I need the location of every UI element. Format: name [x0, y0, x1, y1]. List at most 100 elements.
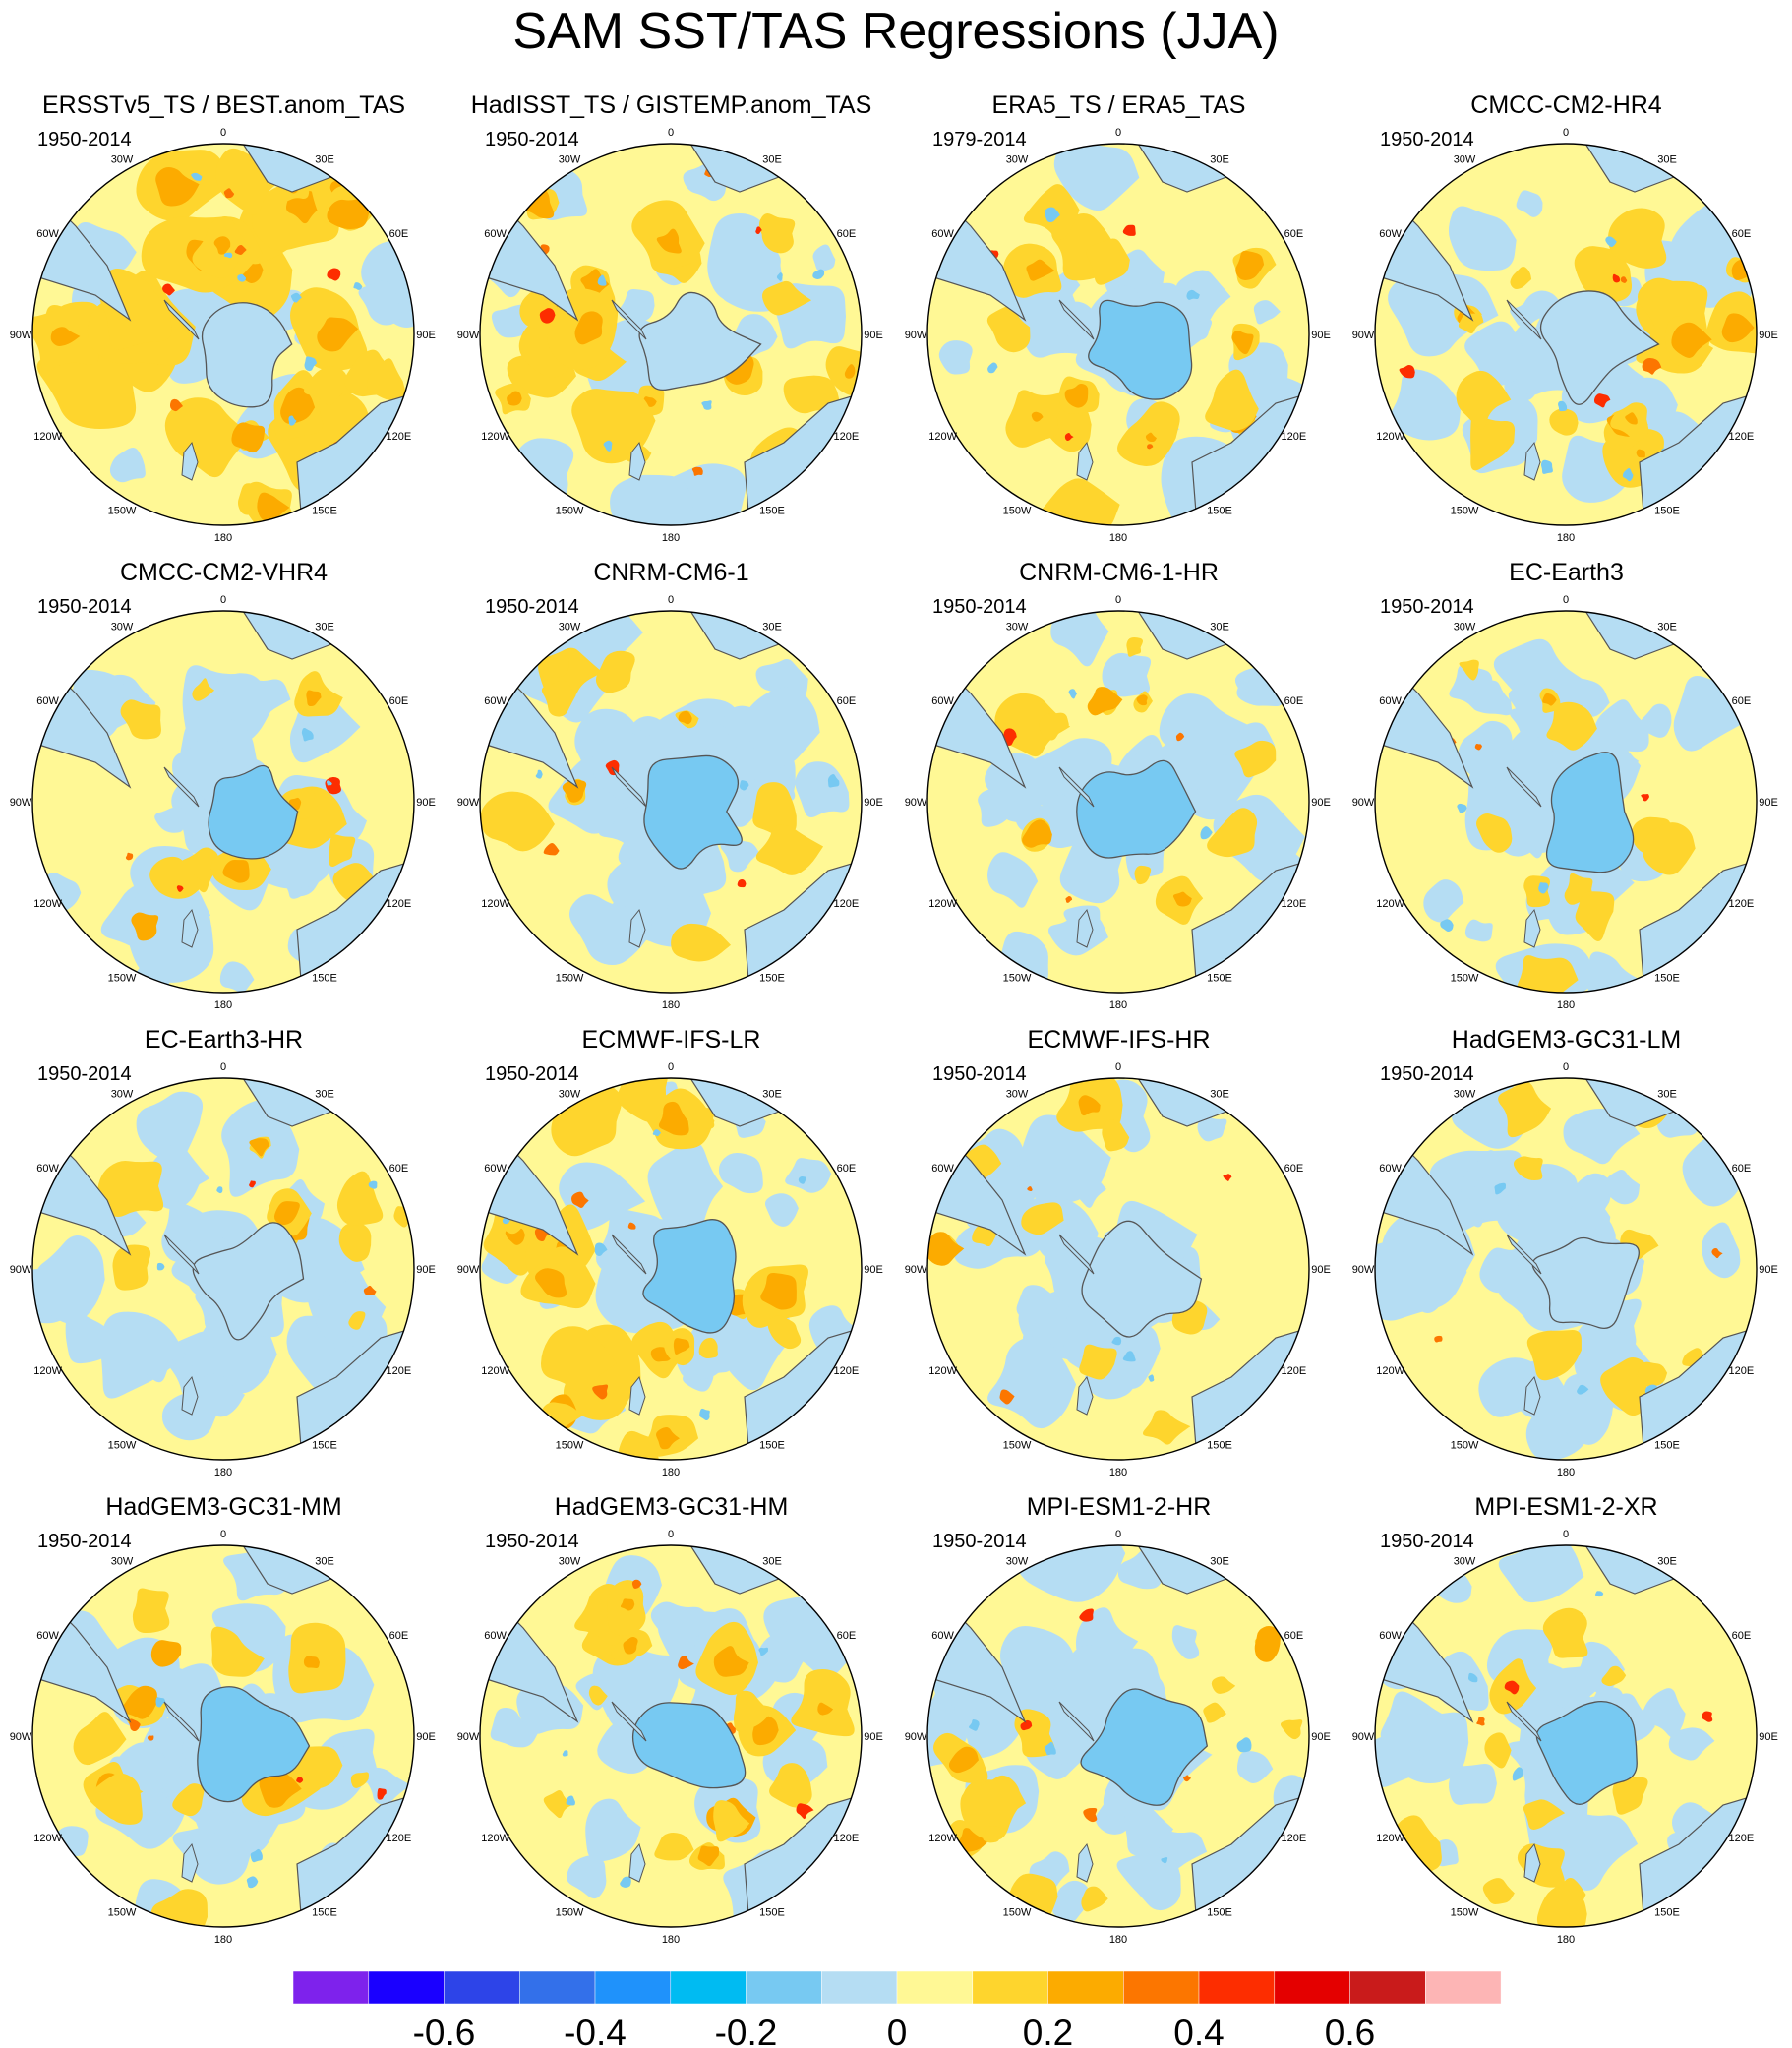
longitude-label: 150E — [1654, 505, 1680, 516]
longitude-label: 150W — [556, 505, 584, 516]
longitude-label: 30E — [1657, 154, 1677, 166]
longitude-label: 180 — [662, 1467, 680, 1478]
longitude-label: 30E — [1210, 1556, 1229, 1568]
longitude-label: 0 — [1563, 127, 1569, 139]
longitude-label: 30E — [315, 622, 334, 633]
longitude-label: 30W — [1454, 1089, 1476, 1101]
longitude-label: 150E — [312, 1439, 337, 1451]
longitude-label: 60E — [389, 1163, 409, 1175]
longitude-label: 90E — [1311, 1264, 1331, 1276]
longitude-label: 150E — [1207, 505, 1232, 516]
panel-period: 1950-2014 — [37, 596, 132, 618]
panel-title: MPI-ESM1-2-HR — [1026, 1493, 1212, 1521]
longitude-label: 90W — [457, 1731, 480, 1743]
map-field — [480, 144, 862, 525]
polar-map: 0 30E 60E 90E 120E 150E 180 150W 120W 90W 60W 30W — [10, 127, 436, 544]
longitude-label: 120W — [481, 431, 509, 443]
longitude-label: 60W — [484, 695, 507, 707]
longitude-label: 120E — [1282, 1833, 1307, 1844]
longitude-label: 60W — [1379, 695, 1402, 707]
polar-map: 0 30E 60E 90E 120E 150E 180 150W 120W 90W 60W 30W — [905, 594, 1331, 1011]
panel-period: 1950-2014 — [485, 129, 579, 151]
longitude-label: 150E — [312, 505, 337, 516]
longitude-label: 90E — [864, 797, 883, 809]
panel-period: 1950-2014 — [932, 596, 1027, 618]
longitude-label: 30E — [762, 1556, 782, 1568]
panel-title: EC-Earth3 — [1509, 559, 1624, 586]
longitude-label: 90W — [905, 1264, 927, 1276]
longitude-label: 90E — [1759, 797, 1778, 809]
longitude-label: 120E — [1282, 898, 1307, 910]
longitude-label: 60W — [1379, 1630, 1402, 1642]
panel-title: HadGEM3-GC31-MM — [105, 1493, 342, 1521]
antarctica — [1545, 752, 1635, 873]
colorbar-swatch — [1349, 1970, 1426, 2005]
colorbar-tick-label: 0.6 — [1325, 2013, 1375, 2048]
antarctica — [631, 1702, 747, 1789]
longitude-label: 30W — [111, 622, 134, 633]
map-field — [480, 1078, 862, 1460]
longitude-label: 120E — [834, 1833, 860, 1844]
map-panel: 0 30E 60E 90E 120E 150E 180 150W 120W 90W 60W 30W MP… — [1343, 1488, 1790, 1956]
longitude-label: 90W — [10, 797, 32, 809]
longitude-label: 150W — [1003, 972, 1032, 984]
map-field — [1375, 144, 1757, 525]
longitude-label: 60E — [1284, 228, 1304, 240]
map-border — [479, 1077, 863, 1461]
longitude-label: 90E — [416, 1264, 436, 1276]
longitude-label: 60E — [1732, 1163, 1752, 1175]
longitude-label: 60E — [1284, 1630, 1304, 1642]
longitude-label: 120E — [834, 1365, 860, 1377]
longitude-label: 0 — [1563, 1529, 1569, 1540]
longitude-label: 120E — [387, 1833, 412, 1844]
longitude-label: 120E — [387, 898, 412, 910]
antarctica — [1531, 1236, 1640, 1330]
longitude-label: 180 — [1557, 1467, 1575, 1478]
colorbar-tick-label: 0.4 — [1173, 2013, 1224, 2048]
longitude-label: 90W — [457, 1264, 480, 1276]
polar-map: 0 30E 60E 90E 120E 150E 180 150W 120W 90W 60W 30W — [905, 1061, 1331, 1478]
longitude-label: 60E — [837, 1163, 857, 1175]
antarctica — [197, 1686, 311, 1803]
longitude-label: 60E — [389, 695, 409, 707]
longitude-label: 150W — [108, 1906, 137, 1918]
longitude-label: 180 — [1109, 1934, 1127, 1946]
antarctica — [642, 1219, 737, 1334]
longitude-label: 150E — [759, 972, 785, 984]
map-panel: 0 30E 60E 90E 120E 150E 180 150W 120W 90W 60W 30W CM… — [1343, 87, 1790, 554]
antarctica — [192, 1222, 305, 1341]
longitude-label: 150W — [556, 1439, 584, 1451]
panel-period: 1950-2014 — [1380, 1531, 1474, 1552]
longitude-label: 60W — [931, 1163, 954, 1175]
longitude-label: 150E — [312, 1906, 337, 1918]
longitude-label: 0 — [1115, 127, 1121, 139]
map-border — [479, 610, 863, 994]
longitude-label: 120W — [928, 1833, 957, 1844]
longitude-label: 0 — [668, 127, 674, 139]
longitude-label: 150E — [759, 505, 785, 516]
longitude-label: 30E — [315, 154, 334, 166]
panel-period: 1950-2014 — [1380, 1063, 1474, 1085]
panel-period: 1950-2014 — [932, 1531, 1027, 1552]
panel-period: 1950-2014 — [37, 129, 132, 151]
polar-map: 0 30E 60E 90E 120E 150E 180 150W 120W 90W 60W 30W — [1352, 594, 1778, 1011]
longitude-label: 120E — [834, 898, 860, 910]
longitude-label: 180 — [214, 1934, 232, 1946]
longitude-label: 0 — [1115, 1529, 1121, 1540]
longitude-label: 30W — [111, 154, 134, 166]
longitude-label: 0 — [668, 594, 674, 606]
polar-map: 0 30E 60E 90E 120E 150E 180 150W 120W 90W 60W 30W — [1352, 1529, 1778, 1946]
longitude-label: 30W — [559, 1089, 581, 1101]
colorbar-swatch — [1274, 1970, 1350, 2005]
map-panel: 0 30E 60E 90E 120E 150E 180 150W 120W 90W 60W 30W MP… — [895, 1488, 1343, 1956]
longitude-label: 120W — [481, 1833, 509, 1844]
longitude-label: 90E — [1759, 1264, 1778, 1276]
colorbar-swatch — [1425, 1970, 1502, 2005]
map-panel: 0 30E 60E 90E 120E 150E 180 150W 120W 90W 60W 30W CN… — [448, 554, 895, 1021]
longitude-label: 120W — [1376, 1833, 1404, 1844]
map-field — [32, 1545, 414, 1927]
longitude-label: 60E — [1284, 695, 1304, 707]
figure-title: SAM SST/TAS Regressions (JJA) — [512, 3, 1280, 60]
longitude-label: 180 — [662, 999, 680, 1011]
map-field — [927, 1545, 1309, 1927]
